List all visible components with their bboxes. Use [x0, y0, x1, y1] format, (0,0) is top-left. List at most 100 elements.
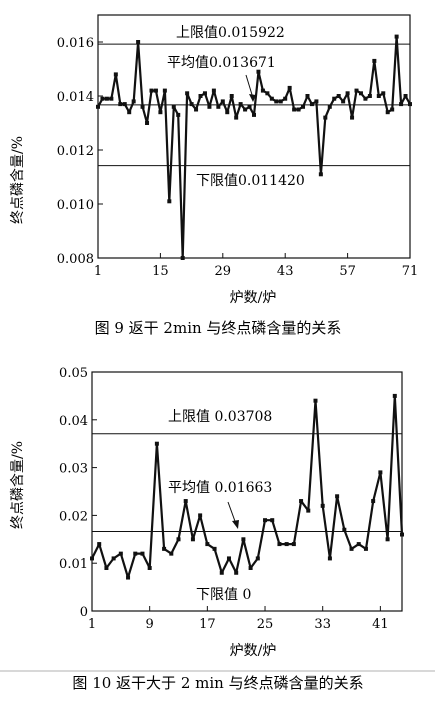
data-point — [118, 102, 123, 107]
series — [90, 393, 404, 580]
data-point — [111, 556, 116, 561]
reference-lines — [92, 433, 402, 533]
data-point — [220, 99, 225, 104]
data-point — [145, 121, 150, 125]
x-tick-label: 43 — [277, 264, 294, 279]
data-point — [162, 88, 167, 93]
data-point — [226, 556, 231, 561]
data-point — [367, 94, 372, 98]
x-tick-labels: 1 9 17 25 33 41 — [88, 617, 389, 632]
y-axis-label: 终点磷含量/% — [10, 136, 26, 224]
x-tick-label: 25 — [257, 617, 274, 632]
data-point — [104, 565, 109, 570]
data-point — [399, 102, 404, 107]
data-point — [356, 542, 361, 547]
data-point — [131, 99, 136, 104]
data-point — [363, 546, 368, 551]
data-point — [349, 546, 354, 551]
series-line — [91, 394, 404, 579]
data-point — [327, 556, 332, 561]
data-point — [169, 551, 174, 556]
x-axis-label: 炉数/炉 — [230, 290, 277, 306]
data-point — [400, 532, 404, 537]
data-point — [323, 115, 328, 120]
data-point — [278, 99, 283, 104]
data-point — [207, 104, 212, 109]
data-point — [136, 40, 141, 44]
data-point — [408, 102, 412, 107]
ref-upper-label: 上限值 0.03708 — [168, 409, 272, 425]
data-point — [158, 110, 163, 115]
mean-arrow-head — [232, 520, 239, 529]
plot-border — [97, 14, 411, 259]
data-point — [248, 565, 253, 570]
data-point — [292, 107, 297, 112]
data-point — [265, 91, 270, 96]
ref-upper-label: 上限值0.015922 — [176, 25, 285, 41]
data-point — [183, 499, 188, 504]
data-point — [219, 570, 224, 575]
data-point — [263, 518, 268, 523]
data-point — [256, 69, 261, 74]
data-point — [335, 494, 340, 499]
data-point — [306, 508, 311, 513]
data-point — [394, 34, 399, 39]
data-point — [363, 96, 368, 101]
y-tick-label: 0.04 — [59, 414, 88, 429]
data-point — [309, 102, 314, 107]
y-tick-label: 0.014 — [57, 90, 94, 105]
y-tick-labels: 0 0.01 0.02 0.03 0.04 0.05 — [59, 366, 88, 620]
data-point — [385, 110, 390, 115]
data-point — [299, 499, 304, 504]
data-point — [127, 110, 132, 115]
data-point — [194, 107, 199, 112]
data-point — [327, 104, 332, 109]
data-point — [277, 542, 282, 547]
series — [96, 34, 412, 260]
data-point — [90, 556, 94, 561]
data-point — [171, 104, 176, 109]
data-point — [332, 96, 337, 101]
data-point — [372, 58, 377, 63]
data-point — [247, 104, 252, 109]
data-point — [234, 570, 239, 575]
data-point — [133, 551, 138, 556]
plot-frame — [91, 371, 403, 612]
data-point — [212, 546, 217, 551]
data-point — [341, 99, 346, 104]
data-point — [211, 88, 216, 93]
ref-lower-label: 下限值 0 — [196, 587, 251, 603]
data-point — [126, 575, 131, 580]
x-tick-label: 41 — [372, 617, 389, 632]
x-tick-label: 29 — [215, 264, 232, 279]
x-tick-label: 71 — [402, 264, 419, 279]
mean-arrow-head — [249, 94, 256, 102]
data-point — [392, 393, 397, 398]
data-point — [149, 88, 154, 93]
data-point — [140, 551, 145, 556]
data-point — [140, 104, 145, 109]
data-point — [97, 542, 102, 547]
y-tick-label: 0.010 — [57, 198, 94, 213]
data-point — [113, 72, 118, 77]
data-point — [190, 537, 195, 542]
data-point — [350, 115, 355, 120]
y-tick-label: 0.03 — [59, 462, 88, 477]
data-point — [176, 537, 181, 542]
y-axis-label: 终点磷含量/% — [10, 441, 26, 529]
data-point — [229, 94, 234, 98]
mean-arrow — [227, 501, 237, 525]
data-point — [320, 503, 325, 508]
data-point — [167, 199, 172, 204]
y-tick-label: 0.05 — [59, 366, 88, 381]
data-point — [238, 102, 243, 107]
data-point — [185, 91, 190, 96]
data-point — [255, 556, 260, 561]
data-point — [385, 537, 390, 542]
data-point — [198, 94, 203, 98]
x-axis-label: 炉数/炉 — [230, 643, 277, 659]
ref-mean-label: 平均值 0.01663 — [168, 480, 272, 496]
data-point — [216, 104, 221, 109]
data-point — [202, 91, 207, 96]
data-point — [371, 499, 376, 504]
